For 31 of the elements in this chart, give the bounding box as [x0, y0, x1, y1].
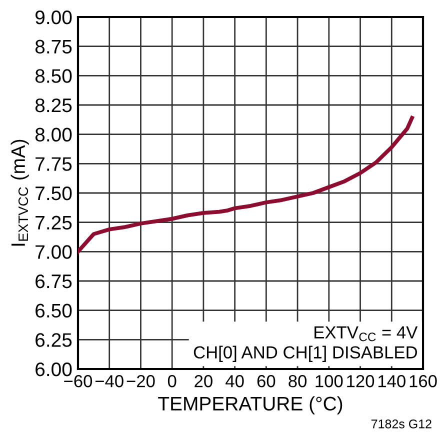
- y-tick-label: 8.00: [35, 128, 72, 142]
- y-tick-label: 9.00: [36, 10, 72, 24]
- x-tick-label: 160: [410, 375, 437, 388]
- x-tick-label: 100: [316, 375, 343, 388]
- x-tick-label: −40: [95, 375, 124, 388]
- x-axis-title: TEMPERATURE (°C): [158, 396, 342, 414]
- x-tick-label: 120: [347, 375, 374, 388]
- y-axis-title: I$_{EXTVCC}$ (mA): [10, 140, 29, 246]
- x-tick-label: 20: [194, 375, 212, 388]
- y-tick-label: 8.75: [35, 40, 72, 54]
- y-tick-label: 8.25: [35, 98, 72, 112]
- x-tick-label: 140: [378, 375, 406, 388]
- y-tick-label: 8.50: [35, 69, 72, 83]
- y-tick-label: 6.75: [36, 274, 72, 288]
- x-tick-label: 60: [257, 375, 276, 388]
- annotation: EXTV$_{CC}$ = 4V: [314, 326, 418, 342]
- annotation: CH[0] AND CH[1] DISABLED: [194, 346, 417, 362]
- y-tick-label: 7.25: [36, 216, 72, 230]
- y-tick-label: 7.50: [36, 186, 72, 200]
- text: 7182s G12: [371, 420, 432, 428]
- y-tick-label: 6.00: [36, 362, 72, 376]
- x-tick-label: 0: [168, 375, 176, 388]
- y-tick-label: 6.50: [36, 304, 72, 318]
- y-tick-label: 6.25: [36, 333, 72, 347]
- line-series: [78, 116, 414, 254]
- x-tick-label: 80: [288, 375, 307, 388]
- y-tick-label: 7.75: [36, 157, 72, 171]
- x-tick-label: −60: [64, 375, 92, 388]
- x-tick-label: 40: [226, 375, 244, 388]
- y-tick-label: 7.00: [36, 245, 72, 259]
- x-tick-label: −20: [126, 375, 155, 388]
